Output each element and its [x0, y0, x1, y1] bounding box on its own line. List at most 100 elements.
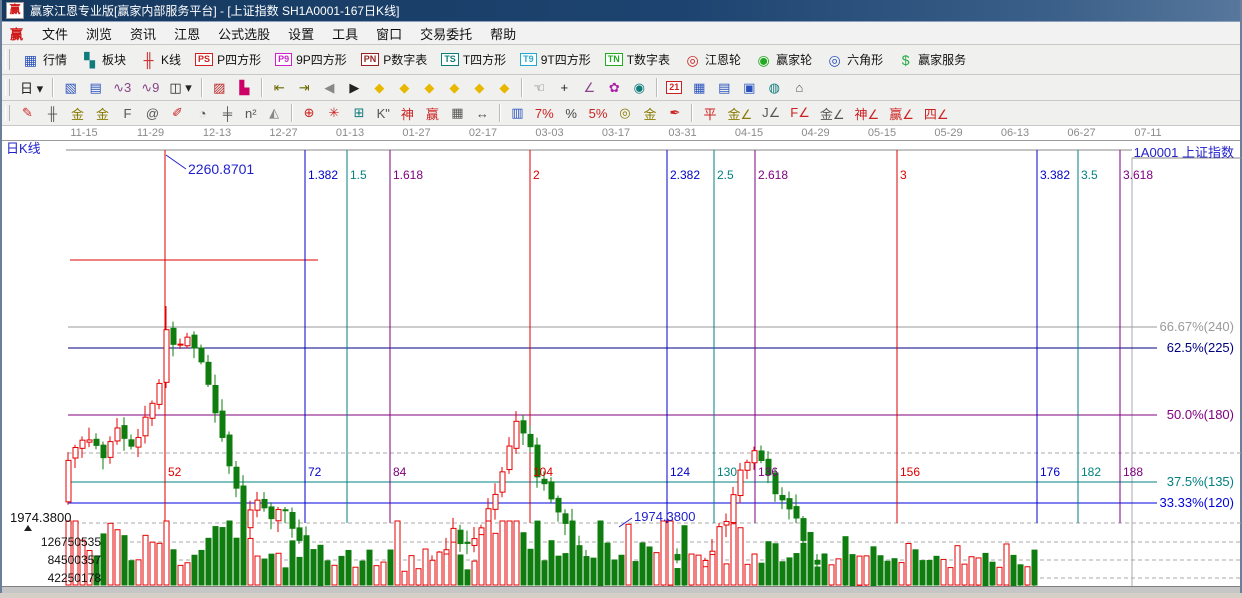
- shen-tool-button[interactable]: 神: [395, 102, 420, 124]
- ying-tool-button[interactable]: 赢: [420, 102, 445, 124]
- calculator-button[interactable]: ▦: [687, 77, 712, 99]
- n-square-button[interactable]: n²: [240, 102, 262, 124]
- wave-9-button[interactable]: ∿9: [136, 77, 164, 99]
- drawing-toolbar: ✎ ╫ 金金 F @ ✐ ◔ ╪ n² ◭ ⊕ ✳ ⊞ K" 神赢 ▦ ↔ ▥ 7%% 5% ◎ 金 ✒ 平金∠ J∠ F∠ 金∠ 神…: [2, 101, 1240, 126]
- shell-tool-button[interactable]: ◉: [627, 77, 652, 99]
- candle-body: [674, 554, 681, 561]
- f-angle-button[interactable]: F∠: [785, 102, 815, 124]
- number-grid-button[interactable]: ▦: [445, 102, 470, 124]
- spiral-tool-button[interactable]: @: [140, 102, 165, 124]
- wave-3-button[interactable]: ∿3: [108, 77, 136, 99]
- fibonacci-tool-button[interactable]: F: [115, 102, 140, 124]
- diamond-arrow-right-button[interactable]: ◆: [392, 77, 417, 99]
- hexagon-button[interactable]: ◎ 六角形: [819, 48, 890, 71]
- ying-angle-button[interactable]: 赢∠: [884, 102, 919, 124]
- gold-angle-button[interactable]: 金∠: [722, 102, 757, 124]
- next-bar-button[interactable]: ▶: [342, 77, 367, 99]
- toolbar-grip[interactable]: [5, 78, 10, 97]
- percent-button[interactable]: %: [559, 102, 584, 124]
- si-angle-button[interactable]: 四∠: [919, 102, 954, 124]
- gold-grid-2-button[interactable]: 金: [90, 102, 115, 124]
- winner-service-button[interactable]: $ 赢家服务: [890, 48, 973, 71]
- kline-chart-area[interactable]: 日K线 1A0001 上证指数 2260.8701 1974.3800 1974…: [2, 141, 1242, 598]
- t-square-label: T四方形: [462, 53, 507, 67]
- gold-fan-button[interactable]: 金∠: [815, 102, 850, 124]
- t-number-table-button[interactable]: TN T数字表: [598, 48, 677, 71]
- volume-bar: [289, 540, 296, 586]
- network-button[interactable]: ◍: [762, 77, 787, 99]
- menu-item-0[interactable]: 文件: [42, 26, 69, 42]
- t-square-icon: TS: [441, 53, 459, 66]
- calendar-button[interactable]: 21: [662, 77, 687, 99]
- shen-angle-button[interactable]: 神∠: [850, 102, 885, 124]
- menu-item-5[interactable]: 设置: [288, 26, 315, 42]
- gann-grid-button[interactable]: ╫: [40, 102, 65, 124]
- menu-item-9[interactable]: 帮助: [490, 26, 517, 42]
- volume-distribution-button[interactable]: ▙: [232, 77, 257, 99]
- hand-tool-button[interactable]: ☜: [527, 77, 552, 99]
- gann-count-label: 182: [1081, 465, 1102, 479]
- kline-view-button[interactable]: ╫ K线: [133, 48, 188, 71]
- p-number-table-button[interactable]: PN P数字表: [354, 48, 435, 71]
- volume-bar: [996, 566, 1003, 586]
- percent-lines-button[interactable]: 5%: [584, 102, 613, 124]
- target-circle-button[interactable]: ⊕: [297, 102, 322, 124]
- menu-item-3[interactable]: 江恩: [174, 26, 201, 42]
- percent-7-button[interactable]: 7%: [530, 102, 559, 124]
- menu-item-8[interactable]: 交易委托: [420, 26, 473, 42]
- gold-levels-button[interactable]: 金: [637, 102, 662, 124]
- info-panel-button[interactable]: ▤: [83, 77, 108, 99]
- measure-table-button[interactable]: ▥: [505, 102, 530, 124]
- market-quotes-button[interactable]: ▦ 行情: [15, 48, 74, 71]
- crosshair-tool-button[interactable]: +: [552, 77, 577, 99]
- sector-blocks-button[interactable]: ▚ 板块: [74, 48, 133, 71]
- last-page-button[interactable]: ⇥: [292, 77, 317, 99]
- menu-item-1[interactable]: 浏览: [86, 26, 113, 42]
- chart-pattern-button[interactable]: ▧: [58, 77, 83, 99]
- toolbar-grip[interactable]: [5, 104, 10, 122]
- boxed-star-button[interactable]: ⊞: [347, 102, 372, 124]
- measure-tool-button[interactable]: ∠: [577, 77, 602, 99]
- prev-bar-button[interactable]: ◀: [317, 77, 342, 99]
- remote-computer-button[interactable]: ⌂: [787, 77, 812, 99]
- save-button[interactable]: ▣: [737, 77, 762, 99]
- kline-chart-canvas[interactable]: [2, 141, 1242, 598]
- time-cycle-button[interactable]: ◔: [190, 102, 215, 124]
- angle-mirror-button[interactable]: ◭: [262, 102, 287, 124]
- k-marker-button[interactable]: K": [372, 102, 395, 124]
- flower-tool-button[interactable]: ✿: [602, 77, 627, 99]
- gold-grid-1-button[interactable]: 金: [65, 102, 90, 124]
- candle-style-dropdown-button[interactable]: ◫ ▾: [164, 77, 196, 99]
- grid-tool-button[interactable]: ╪: [215, 102, 240, 124]
- pen-tool-button[interactable]: ✎: [15, 102, 40, 124]
- star-burst-button[interactable]: ✳: [322, 102, 347, 124]
- diamond-arrow-cross-button[interactable]: ◆: [442, 77, 467, 99]
- volume-bar: [478, 534, 485, 586]
- ping-lines-button[interactable]: 平: [697, 102, 722, 124]
- pen-ruler-button[interactable]: ✐: [165, 102, 190, 124]
- menu-item-6[interactable]: 工具: [332, 26, 359, 42]
- menu-item-2[interactable]: 资讯: [130, 26, 157, 42]
- p-square-button[interactable]: PS P四方形: [188, 48, 268, 71]
- j-angle-button[interactable]: J∠: [757, 102, 785, 124]
- diamond-arrow-plus-button[interactable]: ◆: [467, 77, 492, 99]
- t-square-button[interactable]: TS T四方形: [434, 48, 513, 71]
- menu-item-4[interactable]: 公式选股: [218, 26, 271, 42]
- gold-circle-button[interactable]: ◎: [612, 102, 637, 124]
- gann-wheel-button[interactable]: ◎ 江恩轮: [677, 48, 748, 71]
- toolbar-grip[interactable]: [5, 49, 10, 70]
- candle-body: [730, 494, 737, 524]
- 9t-square-button[interactable]: T9 9T四方形: [513, 48, 598, 71]
- menu-item-7[interactable]: 窗口: [376, 26, 403, 42]
- mixed-chart-button[interactable]: ▨: [207, 77, 232, 99]
- notes-button[interactable]: ▤: [712, 77, 737, 99]
- diamond-arrow-horizontal-button[interactable]: ◆: [417, 77, 442, 99]
- pen-levels-button[interactable]: ✒: [662, 102, 687, 124]
- kline-period-dropdown-button[interactable]: 日 ▾: [15, 77, 48, 99]
- 9p-square-button[interactable]: P9 9P四方形: [268, 48, 354, 71]
- diamond-arrow-left-button[interactable]: ◆: [367, 77, 392, 99]
- diamond-arrow-all-button[interactable]: ◆: [492, 77, 517, 99]
- first-page-button[interactable]: ⇤: [267, 77, 292, 99]
- span-arrows-button[interactable]: ↔: [470, 102, 495, 124]
- winner-wheel-button[interactable]: ◉ 赢家轮: [748, 48, 819, 71]
